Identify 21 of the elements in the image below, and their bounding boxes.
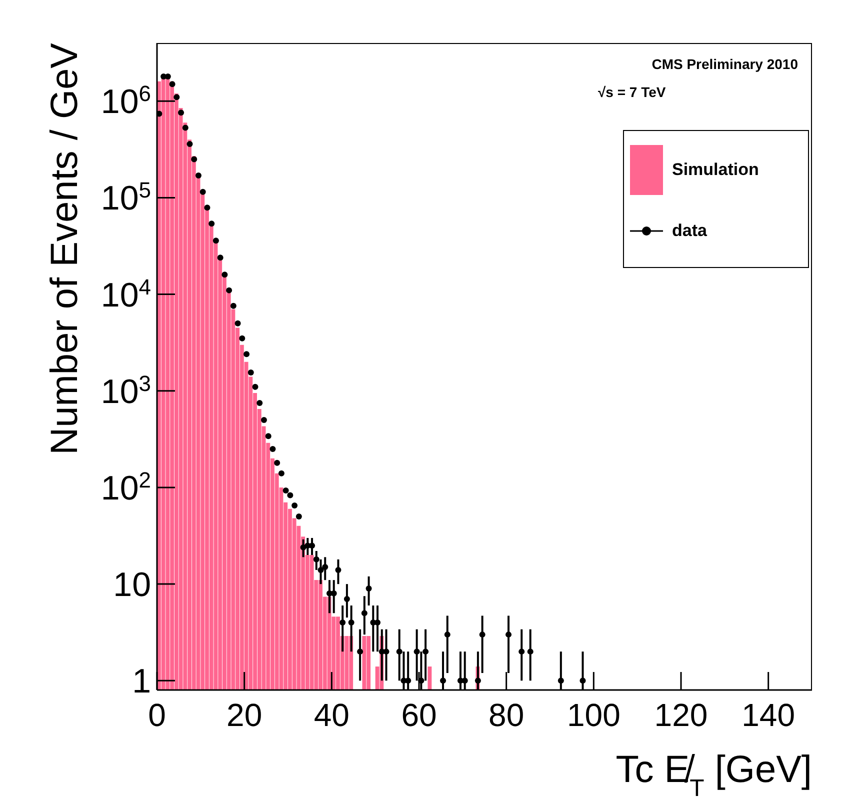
y-tick-label: 10$^{6}$ [100, 80, 151, 122]
x-tick-label: 100 [566, 697, 620, 733]
x-tick-label: 140 [742, 697, 796, 733]
y-tick-label: 10$^{2}$ [100, 466, 151, 508]
legend-label: data [672, 220, 707, 240]
x-tick-label: 0 [148, 697, 166, 733]
x-tick-label: 60 [401, 697, 437, 733]
y-tick-label: 10$^{5}$ [100, 177, 151, 218]
x-tick-label: 120 [654, 697, 708, 733]
y-tick-label: 1 [132, 662, 151, 701]
legend-box: Simulation data [623, 130, 809, 268]
annotation: CMS Preliminary 2010 [650, 56, 798, 72]
x-tick-label: 20 [226, 697, 262, 733]
annotation: √s = 7 TeV [598, 84, 667, 100]
y-tick-label: 10$^{4}$ [100, 274, 151, 314]
x-tick-label: 40 [314, 697, 350, 733]
x-tick-label: 80 [488, 697, 524, 733]
y-tick-label: 10$^{3}$ [100, 370, 151, 411]
x-axis-title: Tc E̸$_{T}$ [GeV] [616, 749, 812, 800]
y-axis-title: Number of Events / GeV [44, 42, 86, 455]
y-tick-label: 10 [113, 566, 151, 604]
